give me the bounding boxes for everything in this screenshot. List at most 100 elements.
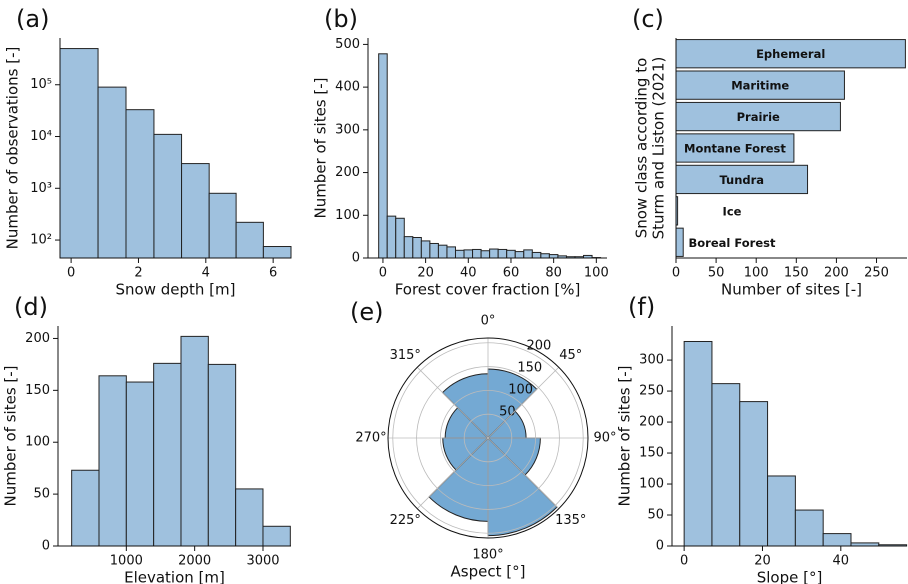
chart-title: (e) (350, 298, 384, 326)
bar (429, 242, 439, 259)
x-tick-label: 3000 (246, 554, 279, 569)
bar (514, 251, 525, 259)
x-tick-label: 40 (460, 266, 477, 281)
bar-label: Ice (723, 204, 742, 218)
bar (98, 375, 127, 547)
y-tick-label: 0 (352, 251, 360, 266)
bar (767, 475, 796, 547)
bar (454, 249, 465, 259)
bar (412, 236, 422, 259)
chart-title: (c) (632, 5, 664, 33)
x-axis-label: Slope [°] (757, 569, 823, 584)
sector (487, 436, 558, 537)
y-axis-label: Sturm and Liston (2021) (650, 57, 668, 240)
bar (683, 340, 713, 547)
x-tick-label: 100 (584, 266, 609, 281)
bar-label: Maritime (731, 79, 789, 93)
x-tick-label: 1000 (110, 554, 143, 569)
bar (395, 217, 405, 259)
grid-spoke (487, 437, 559, 509)
y-tick-label: 100 (25, 435, 50, 450)
bar (235, 221, 264, 259)
bar (125, 381, 155, 547)
bar (59, 48, 99, 259)
y-tick-label: 10⁴ (30, 129, 52, 144)
x-tick-label: 100 (744, 266, 769, 281)
bar (523, 249, 533, 259)
grid-spoke (417, 437, 489, 509)
x-tick-label: 0 (672, 266, 680, 281)
x-axis-label: Number of sites [-] (721, 281, 862, 299)
angle-tick-label: 45° (559, 348, 582, 363)
bar (153, 362, 182, 547)
bar (675, 227, 684, 257)
bar (540, 253, 550, 259)
y-tick-label: 10² (30, 233, 52, 248)
y-tick-label: 200 (25, 331, 50, 346)
y-tick-label: 100 (335, 208, 360, 223)
bar (207, 363, 237, 547)
bar-label: Ephemeral (756, 47, 825, 61)
angle-tick-label: 0° (481, 314, 496, 329)
bar (153, 133, 183, 259)
y-axis-label: Number of observations [-] (4, 47, 22, 250)
bar (675, 133, 795, 163)
angle-tick-label: 180° (472, 548, 503, 563)
bar (235, 488, 264, 547)
bar (489, 248, 499, 259)
bar-label: Boreal Forest (689, 236, 776, 250)
bar-label: Prairie (737, 110, 780, 124)
bar-label: Tundra (719, 173, 764, 187)
chart-title: (b) (324, 5, 358, 33)
bar (463, 249, 474, 259)
y-tick-label: 300 (639, 353, 664, 368)
x-tick-label: 0 (67, 266, 75, 281)
radial-tick-label: 100 (508, 383, 533, 398)
x-axis-label: Snow depth [m] (116, 281, 236, 299)
y-tick-label: 200 (335, 165, 360, 180)
grid-spoke (417, 367, 489, 439)
angle-tick-label: 315° (390, 348, 421, 363)
bar (71, 469, 100, 547)
y-tick-label: 50 (33, 487, 50, 502)
bar (446, 246, 456, 259)
bar (739, 401, 769, 547)
bar (208, 192, 237, 259)
y-tick-label: 400 (335, 80, 360, 95)
bar (386, 215, 397, 259)
bar (480, 250, 491, 259)
x-axis-label: Elevation [m] (124, 569, 225, 584)
y-axis-label: Number of sites [-] (616, 365, 634, 506)
bar (97, 86, 127, 259)
x-tick-label: 6 (269, 266, 277, 281)
bar (497, 248, 508, 259)
x-tick-label: 2 (134, 266, 142, 281)
radial-tick-label: 50 (499, 405, 516, 420)
bar (262, 525, 291, 547)
chart-title: (a) (16, 5, 49, 33)
y-tick-label: 0 (42, 539, 50, 554)
x-axis-label: Aspect [°] (451, 563, 526, 581)
angle-tick-label: 135° (555, 513, 586, 528)
x-tick-label: 0 (680, 554, 688, 569)
sector (428, 436, 489, 522)
bar (262, 246, 292, 259)
polar-frame (387, 337, 589, 539)
bar (506, 249, 516, 259)
bar (180, 335, 209, 547)
bar (181, 163, 210, 259)
y-tick-label: 100 (639, 477, 664, 492)
bar (420, 240, 431, 259)
x-tick-label: 2000 (178, 554, 211, 569)
y-tick-label: 10⁵ (30, 77, 52, 92)
y-axis-label: Number of sites [-] (2, 365, 20, 506)
bar (472, 248, 482, 259)
bar (531, 251, 542, 259)
y-tick-label: 150 (639, 446, 664, 461)
x-tick-label: 40 (833, 554, 850, 569)
radial-tick-label: 200 (526, 339, 551, 354)
bar (675, 101, 841, 132)
y-tick-label: 0 (656, 539, 664, 554)
y-tick-label: 250 (639, 384, 664, 399)
